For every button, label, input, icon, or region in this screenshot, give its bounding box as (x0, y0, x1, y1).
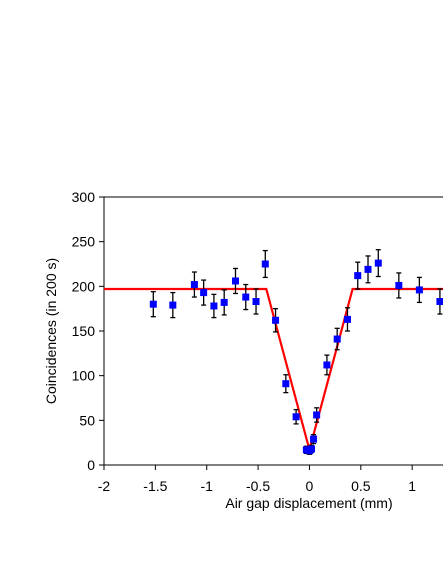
data-point (210, 302, 218, 310)
data-point (333, 335, 341, 343)
data-point (261, 260, 269, 268)
data-point (272, 316, 280, 324)
data-point (310, 435, 318, 443)
data-point (436, 298, 443, 306)
y-tick-label: 300 (72, 189, 96, 205)
data-points (149, 259, 443, 455)
data-point (282, 380, 290, 388)
y-axis-label: Coincidences (in 200 s) (43, 258, 59, 404)
data-point (323, 361, 331, 369)
x-tick-label: -2 (98, 478, 111, 494)
data-point (200, 289, 208, 297)
y-tick-label: 0 (87, 457, 95, 473)
data-point (415, 286, 423, 294)
data-point (374, 259, 382, 267)
x-tick-label: 0 (306, 478, 314, 494)
data-point (313, 411, 321, 419)
y-tick-label: 200 (72, 278, 96, 294)
data-point (292, 413, 300, 421)
fit-line (104, 287, 443, 455)
axes (103, 196, 443, 466)
data-point (395, 281, 403, 289)
x-tick-label: 0.5 (351, 478, 371, 494)
y-tick-label: 250 (72, 234, 96, 250)
data-point (190, 281, 198, 289)
data-point (343, 315, 351, 323)
tick-marks (99, 196, 413, 470)
x-tick-label: 1 (408, 478, 416, 494)
data-point (364, 265, 372, 273)
x-tick-label: -1 (201, 478, 214, 494)
data-point (354, 272, 362, 280)
data-point (242, 293, 250, 301)
tick-labels: 0 50 100 150 200 250 300 -2 -1.5 -1 -0.5 0 0.5 1 (72, 189, 417, 494)
x-axis-label: Air gap displacement (mm) (225, 495, 392, 511)
y-tick-label: 50 (79, 412, 95, 428)
x-tick-label: -1.5 (143, 478, 167, 494)
data-point (149, 300, 157, 308)
data-point (220, 298, 228, 306)
error-bars (150, 249, 443, 455)
y-tick-label: 150 (72, 323, 96, 339)
x-tick-label: -0.5 (246, 478, 270, 494)
data-point (231, 277, 239, 285)
y-tick-label: 100 (72, 368, 96, 384)
data-point (252, 298, 260, 306)
data-point (308, 445, 316, 453)
fit-line-group (104, 287, 443, 455)
data-point (169, 301, 177, 309)
